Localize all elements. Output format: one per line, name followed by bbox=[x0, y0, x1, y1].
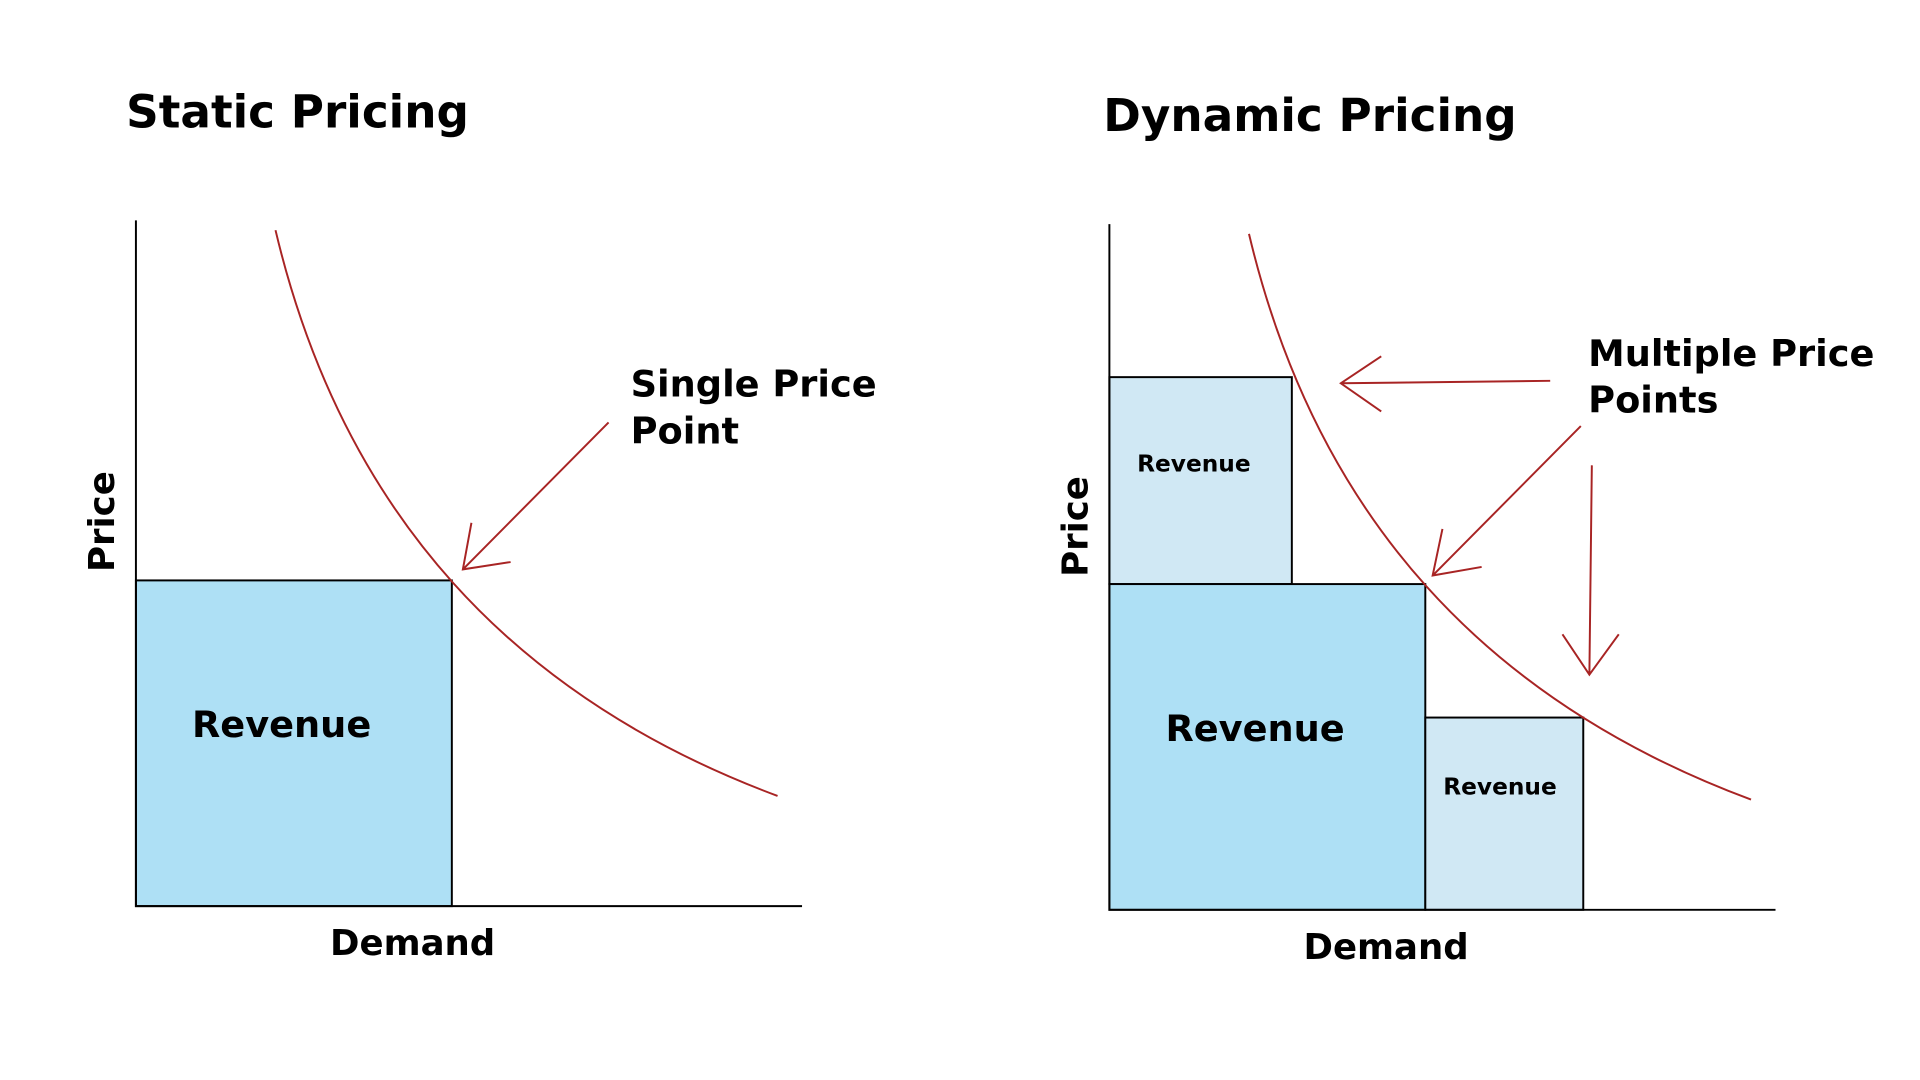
dynamic-revenue-low-label: Revenue bbox=[1443, 774, 1556, 801]
dynamic-revenue-main-box bbox=[1108, 583, 1427, 911]
dynamic-revenue-main-label: Revenue bbox=[1166, 707, 1345, 750]
static-annotation-line2: Point bbox=[631, 409, 739, 452]
static-annotation-line1: Single Price bbox=[631, 363, 877, 406]
dynamic-arrow-high bbox=[1339, 355, 1551, 413]
dynamic-x-label: Demand bbox=[1304, 927, 1469, 968]
static-demand-curve bbox=[274, 229, 778, 797]
dynamic-annotation-line1: Multiple Price bbox=[1588, 332, 1874, 375]
static-title: Static Pricing bbox=[126, 85, 469, 138]
static-revenue-label: Revenue bbox=[192, 703, 371, 746]
dynamic-pricing-panel: Dynamic Pricing Revenue Revenue Revenue … bbox=[1055, 89, 1874, 968]
static-y-label: Price bbox=[82, 471, 123, 572]
dynamic-revenue-high-box bbox=[1108, 376, 1293, 586]
dynamic-axes bbox=[1108, 224, 1776, 911]
dynamic-annotation-line2: Points bbox=[1588, 379, 1718, 422]
static-arrow bbox=[461, 421, 610, 571]
static-x-label: Demand bbox=[330, 923, 495, 964]
static-axes bbox=[134, 220, 803, 908]
dynamic-demand-curve bbox=[1248, 233, 1752, 801]
dynamic-title: Dynamic Pricing bbox=[1103, 89, 1516, 142]
dynamic-y-label: Price bbox=[1055, 476, 1096, 577]
dynamic-arrow-low bbox=[1561, 465, 1620, 677]
dynamic-arrow-main bbox=[1431, 425, 1582, 577]
static-revenue-box bbox=[134, 579, 453, 908]
dynamic-revenue-low-box bbox=[1424, 716, 1585, 911]
static-pricing-panel: Static Pricing Revenue Single Price Poin… bbox=[82, 85, 877, 964]
dynamic-revenue-high-label: Revenue bbox=[1137, 450, 1250, 477]
